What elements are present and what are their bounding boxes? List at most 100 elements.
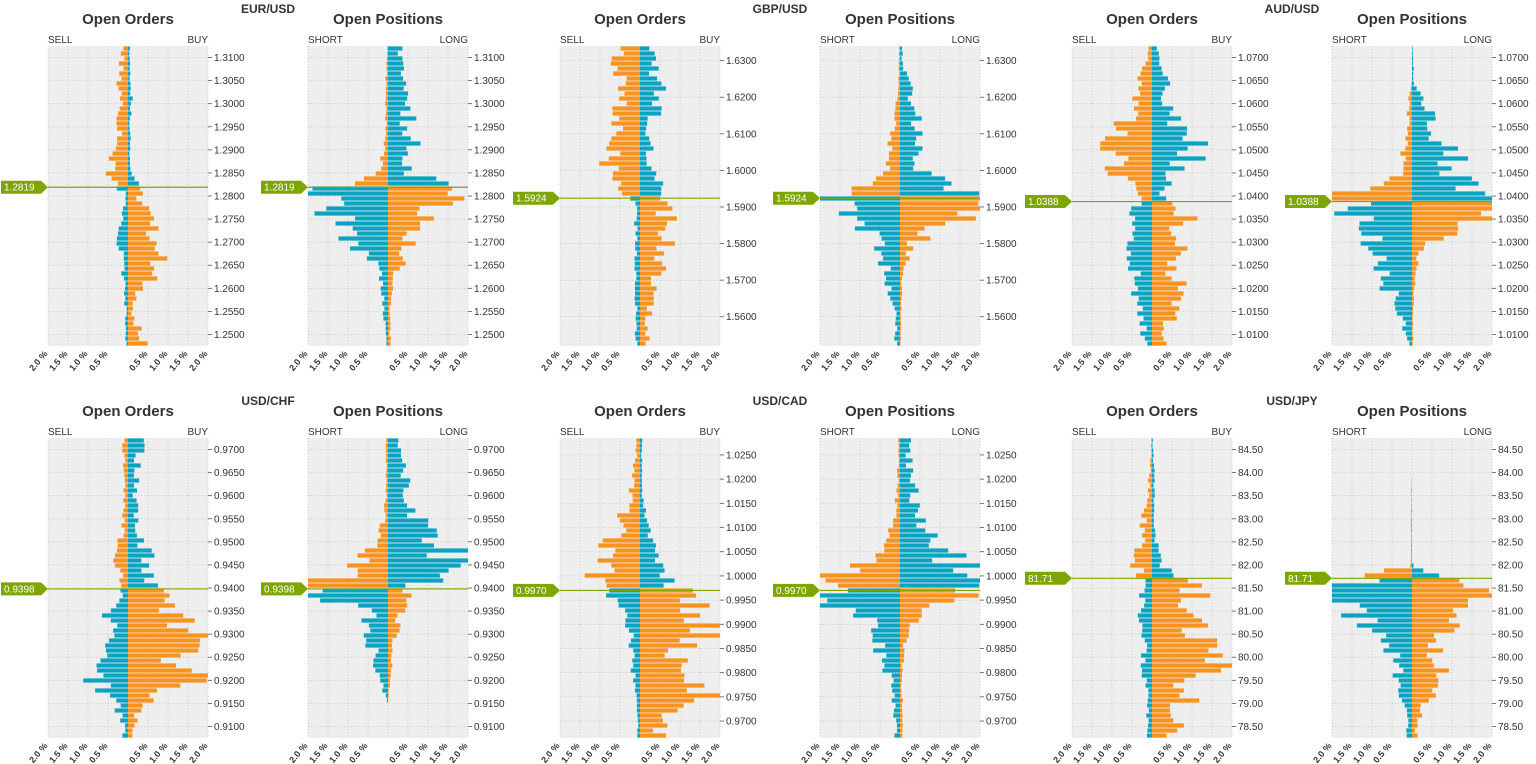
- sell-bar: [1138, 111, 1152, 116]
- pair-heading: AUD/USD: [1265, 2, 1320, 16]
- long-bar: [388, 136, 411, 141]
- long-bar: [900, 633, 909, 638]
- buy-bar: [1152, 86, 1165, 91]
- buy-bar: [128, 256, 168, 261]
- buy-bar: [1152, 678, 1185, 683]
- short-bar: [386, 493, 388, 498]
- long-bar: [388, 623, 401, 628]
- x-tick-label: 0.5 %: [899, 349, 921, 373]
- long-bar: [388, 463, 407, 468]
- buy-bar: [640, 688, 687, 693]
- long-bar: [900, 458, 913, 463]
- buy-bar: [640, 266, 667, 271]
- long-bar: [900, 563, 980, 568]
- x-tick-label: 1.0 %: [839, 349, 861, 373]
- long-bar: [1412, 256, 1417, 261]
- sell-bar: [611, 563, 640, 568]
- x-tick-label: 2.0 %: [799, 349, 821, 373]
- short-bar: [385, 76, 388, 81]
- long-bar: [900, 131, 923, 136]
- sell-bar: [1147, 498, 1152, 503]
- long-bar: [900, 513, 916, 518]
- short-bar: [322, 588, 388, 593]
- short-bar: [837, 583, 900, 588]
- x-tick-label: 2.0 %: [1311, 349, 1333, 373]
- y-tick-label: 0.9450: [214, 560, 245, 571]
- short-bar: [888, 156, 900, 161]
- short-bar: [368, 251, 388, 256]
- buy-bar: [640, 638, 680, 643]
- long-bar: [388, 321, 391, 326]
- buy-bar: [128, 301, 133, 306]
- buy-bar: [1152, 658, 1205, 663]
- short-bar: [349, 246, 388, 251]
- price-marker-tag: [513, 583, 560, 597]
- buy-bar: [128, 628, 189, 633]
- long-bar: [1412, 286, 1415, 291]
- long-bar: [900, 191, 980, 196]
- sell-bar: [114, 633, 128, 638]
- short-bar: [890, 296, 900, 301]
- short-bar: [1396, 311, 1412, 316]
- short-bar: [1379, 286, 1412, 291]
- long-bar: [900, 628, 910, 633]
- positions-right-label: LONG: [1464, 35, 1493, 46]
- buy-bar: [1152, 281, 1187, 286]
- buy-bar: [1152, 56, 1160, 61]
- long-bar: [388, 478, 411, 483]
- pair-heading: USD/CHF: [241, 394, 294, 408]
- sell-bar: [124, 301, 128, 306]
- long-bar: [388, 226, 421, 231]
- buy-bar: [128, 573, 154, 578]
- buy-bar: [1152, 558, 1162, 563]
- buy-bar: [1152, 668, 1221, 673]
- buy-bar: [640, 458, 643, 463]
- long-bar: [1412, 236, 1444, 241]
- sell-bar: [634, 331, 640, 336]
- short-bar: [385, 458, 388, 463]
- long-bar: [1412, 76, 1414, 81]
- sell-bar: [617, 598, 640, 603]
- x-tick-label: 1.0 %: [67, 349, 89, 373]
- long-bar: [1412, 713, 1422, 718]
- sell-bar: [637, 206, 640, 211]
- buy-bar: [640, 718, 663, 723]
- buy-bar: [128, 698, 154, 703]
- short-bar: [1356, 623, 1412, 628]
- sell-bar: [96, 663, 128, 668]
- buy-bar: [640, 161, 647, 166]
- buy-bar: [640, 628, 690, 633]
- y-tick-label: 79.50: [1238, 676, 1263, 687]
- long-bar: [1412, 126, 1428, 131]
- sell-bar: [636, 443, 640, 448]
- buy-bar: [640, 693, 720, 698]
- long-bar: [388, 191, 448, 196]
- sell-bar: [634, 261, 640, 266]
- long-bar: [388, 548, 468, 553]
- sell-bar: [1134, 281, 1152, 286]
- long-bar: [388, 648, 393, 653]
- long-bar: [388, 438, 399, 443]
- y-tick-label: 1.3000: [214, 99, 245, 110]
- orders-right-label: BUY: [1211, 427, 1232, 438]
- sell-bar: [637, 718, 640, 723]
- short-bar: [1409, 101, 1412, 106]
- buy-bar: [1152, 336, 1164, 341]
- long-bar: [1412, 141, 1442, 146]
- sell-bar: [617, 66, 640, 71]
- short-bar: [1407, 336, 1412, 341]
- buy-bar: [640, 663, 682, 668]
- y-tick-label: 1.0150: [986, 499, 1017, 510]
- long-bar: [900, 151, 919, 156]
- buy-bar: [128, 126, 130, 131]
- y-tick-label: 0.9500: [474, 537, 505, 548]
- short-bar: [383, 683, 388, 688]
- short-bar: [385, 473, 388, 478]
- sell-bar: [628, 643, 640, 648]
- x-tick-label: 2.0 %: [799, 741, 821, 764]
- long-bar: [900, 81, 911, 86]
- sell-bar: [111, 176, 128, 181]
- short-bar: [1407, 713, 1412, 718]
- sell-bar: [123, 468, 128, 473]
- sell-bar: [635, 291, 640, 296]
